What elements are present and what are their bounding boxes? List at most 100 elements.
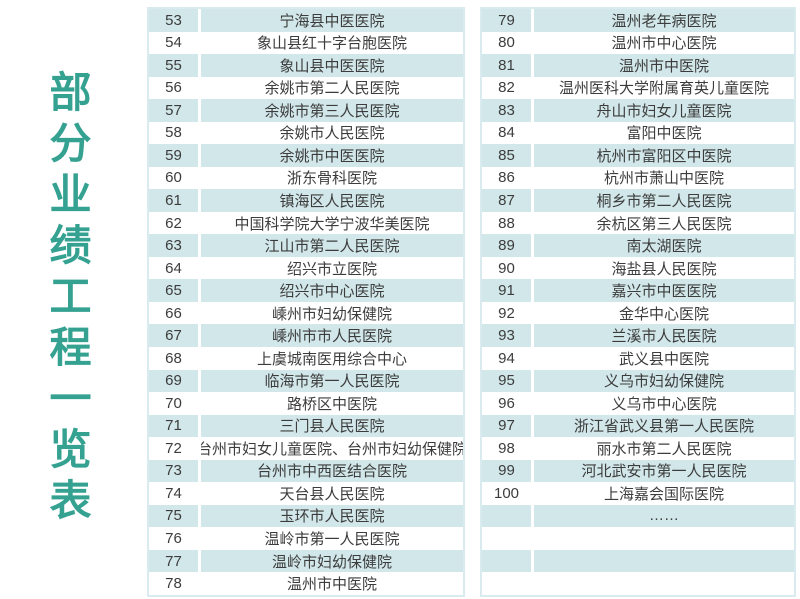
row-number: 56 xyxy=(149,76,201,100)
hospital-name: 余姚市第二人民医院 xyxy=(264,80,400,98)
row-number: 57 xyxy=(149,99,201,122)
table-row: 85 杭州市富阳区中医院 xyxy=(482,144,794,167)
row-number: 95 xyxy=(482,369,534,393)
table-row xyxy=(482,527,794,550)
hospital-name: 温州市中心医院 xyxy=(611,35,717,53)
hospital-name: 温州医科大学附属育英儿童医院 xyxy=(558,80,769,98)
hospital-name: 温岭市第一人民医院 xyxy=(264,530,400,548)
hospital-name: 嘉兴市中医医院 xyxy=(611,283,717,301)
hospital-name: 河北武安市第一人民医院 xyxy=(581,463,747,481)
hospital-name: 浙东骨科医院 xyxy=(286,170,377,188)
table-row: 67 嵊州市市人民医院 xyxy=(149,324,463,347)
table-row: 73 台州市中西医结合医院 xyxy=(149,459,463,483)
hospital-name: 玉环市人民医院 xyxy=(279,508,385,526)
row-number: 77 xyxy=(149,549,201,573)
row-number: 64 xyxy=(149,256,201,280)
row-number: 83 xyxy=(482,99,534,122)
table-row: 60 浙东骨科医院 xyxy=(149,166,463,190)
table-row: 80 温州市中心医院 xyxy=(482,31,794,55)
hospital-name: 象山县中医医院 xyxy=(279,57,385,75)
hospital-name: 南太湖医院 xyxy=(626,238,702,256)
row-number: 82 xyxy=(482,76,534,100)
table-row: 82 温州医科大学附属育英儿童医院 xyxy=(482,76,794,100)
row-number: 93 xyxy=(482,324,534,347)
row-number: 94 xyxy=(482,346,534,370)
table-row: 83 舟山市妇女儿童医院 xyxy=(482,99,794,122)
hospital-name: 桐乡市第二人民医院 xyxy=(596,193,732,211)
table-row: 69 临海市第一人民医院 xyxy=(149,369,463,393)
hospital-name: 杭州市萧山中医院 xyxy=(603,170,724,188)
row-number: 72 xyxy=(149,437,201,460)
table-row: 96 义乌市中心医院 xyxy=(482,392,794,415)
hospital-name: 余姚市人民医院 xyxy=(279,125,385,143)
row-number xyxy=(482,527,534,550)
table-row: 99 河北武安市第一人民医院 xyxy=(482,459,794,483)
row-number: 58 xyxy=(149,121,201,145)
row-number: 75 xyxy=(149,504,201,528)
table-row: 78 温州市中医院 xyxy=(149,572,463,595)
table-row: 94 武义县中医院 xyxy=(482,346,794,370)
hospital-name: 绍兴市立医院 xyxy=(286,260,377,278)
table-row: 100 上海嘉会国际医院 xyxy=(482,482,794,505)
row-number: 81 xyxy=(482,54,534,77)
hospital-name: 丽水市第二人民医院 xyxy=(596,440,732,458)
hospital-name: 海盐县人民医院 xyxy=(611,260,717,278)
row-number: 73 xyxy=(149,459,201,483)
row-number: 60 xyxy=(149,166,201,190)
row-number: 78 xyxy=(149,572,201,595)
table-row: 68 上虞城南医用综合中心 xyxy=(149,346,463,370)
table-row: 86 杭州市萧山中医院 xyxy=(482,166,794,190)
table-row: 81 温州市中医院 xyxy=(482,54,794,77)
table-row: 75 玉环市人民医院 xyxy=(149,504,463,528)
hospital-name: 余杭区第三人民医院 xyxy=(596,215,732,233)
table-row: …… xyxy=(482,504,794,528)
table-row: 97 浙江省武义县第一人民医院 xyxy=(482,414,794,438)
table-row: 63 江山市第二人民医院 xyxy=(149,234,463,257)
hospital-name xyxy=(534,572,794,595)
row-number: 65 xyxy=(149,279,201,302)
row-number: 84 xyxy=(482,121,534,145)
table-row: 98 丽水市第二人民医院 xyxy=(482,437,794,460)
row-number: 76 xyxy=(149,527,201,550)
row-number: 99 xyxy=(482,459,534,483)
row-number: 80 xyxy=(482,31,534,55)
row-number: 62 xyxy=(149,211,201,235)
hospital-name: 温州老年病医院 xyxy=(611,12,717,30)
row-number: 55 xyxy=(149,54,201,77)
table-row: 92 金华中心医院 xyxy=(482,301,794,325)
hospital-name: 金华中心医院 xyxy=(618,305,709,323)
row-number: 71 xyxy=(149,414,201,438)
hospital-name: 中国科学院大学宁波华美医院 xyxy=(234,215,430,233)
row-number: 100 xyxy=(482,482,534,505)
hospital-name: 天台县人民医院 xyxy=(279,485,385,503)
row-number: 91 xyxy=(482,279,534,302)
hospital-name: 路桥区中医院 xyxy=(286,395,377,413)
row-number: 59 xyxy=(149,144,201,167)
hospital-name: 武义县中医院 xyxy=(618,350,709,368)
hospital-name: 温州市中医院 xyxy=(618,57,709,75)
table-row: 65 绍兴市中心医院 xyxy=(149,279,463,302)
table-row: 53 宁海县中医医院 xyxy=(149,9,463,32)
hospital-name: 义乌市中心医院 xyxy=(611,395,717,413)
table-row: 74 天台县人民医院 xyxy=(149,482,463,505)
table-row xyxy=(482,572,794,595)
table-row: 56 余姚市第二人民医院 xyxy=(149,76,463,100)
hospital-name: 舟山市妇女儿童医院 xyxy=(596,102,732,120)
table-row: 54 象山县红十字台胞医院 xyxy=(149,31,463,55)
row-number xyxy=(482,549,534,573)
row-number xyxy=(482,572,534,595)
hospital-name: 台州市中西医结合医院 xyxy=(256,463,407,481)
hospital-name: 浙江省武义县第一人民医院 xyxy=(573,418,754,436)
table-row: 76 温岭市第一人民医院 xyxy=(149,527,463,550)
hospital-name: 江山市第二人民医院 xyxy=(264,238,400,256)
row-number: 54 xyxy=(149,31,201,55)
row-number: 89 xyxy=(482,234,534,257)
row-number xyxy=(482,504,534,528)
row-number: 70 xyxy=(149,392,201,415)
table-row xyxy=(482,549,794,573)
hospital-name: 临海市第一人民医院 xyxy=(264,373,400,391)
row-number: 66 xyxy=(149,301,201,325)
table-row: 72 台州市妇女儿童医院、台州市妇幼保健院 xyxy=(149,437,463,460)
hospital-name: 温州市中医院 xyxy=(286,576,377,594)
table-row: 64 绍兴市立医院 xyxy=(149,256,463,280)
